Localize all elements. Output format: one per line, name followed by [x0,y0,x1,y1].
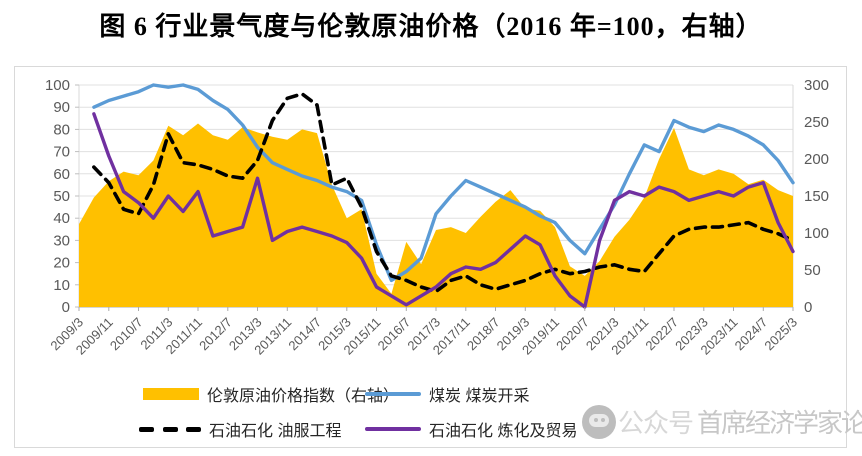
left-y-tick-label: 70 [53,144,70,161]
chart-title: 图 6 行业景气度与伦敦原油价格（2016 年=100，右轴） [99,12,763,41]
x-tick-label: 2012/7 [196,315,235,354]
combo-chart-plot: 2009/32009/112010/72011/32011/112012/720… [45,77,829,358]
left-y-tick-label: 80 [53,121,70,138]
chart-card: 2009/3 2009/11 2010/7 2011/3 2011/11 2012/7 20… [14,66,862,448]
refining-line-swatch-icon [365,427,421,431]
right-y-tick-label: 300 [804,77,829,94]
x-tick-label: 2018/7 [464,315,503,354]
left-y-tick-label: 0 [62,299,70,316]
legend-item-refining[interactable]: 石油石化 炼化及贸易 [365,418,577,440]
left-y-tick-label: 10 [53,277,70,294]
x-tick-label: 2022/7 [642,315,681,354]
left-y-axis: 0 10 20 30 40 50 60 70 80 90 100 [45,77,70,316]
line-series-2[interactable] [92,92,795,294]
left-y-tick-label: 40 [53,210,70,227]
right-y-axis: 0 50 100 150 200 250 300 [804,77,829,316]
x-axis: 2009/32009/112010/72011/32011/112012/720… [47,307,800,358]
line-series-3[interactable] [92,112,795,309]
legend-item-coal[interactable]: 煤炭 煤炭开采 [365,383,529,405]
x-tick-label: 2010/7 [107,315,146,354]
right-y-tick-label: 250 [804,114,829,131]
oil-area-swatch-icon [143,388,199,400]
dashed-line-swatch-icon [139,426,201,432]
coal-line-swatch-icon [365,392,421,396]
right-y-tick-label: 50 [804,262,821,279]
left-y-tick-label: 30 [53,232,70,249]
area-series-0[interactable] [79,123,793,308]
left-y-tick-label: 50 [53,188,70,205]
left-y-tick-label: 60 [53,166,70,183]
x-tick-label: 2020/7 [553,315,592,354]
right-y-tick-label: 150 [804,188,829,205]
left-y-tick-label: 20 [53,255,70,272]
right-y-tick-label: 200 [804,151,829,168]
legend-label-coal: 煤炭 煤炭开采 [429,388,530,405]
right-y-tick-label: 0 [804,299,812,316]
x-tick-label: 2014/7 [285,315,324,354]
line-series-1[interactable] [92,83,795,283]
left-y-tick-label: 90 [53,99,70,116]
legend-label-refining: 石油石化 炼化及贸易 [429,423,578,440]
legend-label-oil-price: 伦敦原油价格指数（右轴） [207,388,400,405]
x-tick-label: 2016/7 [375,315,414,354]
legend-item-oil-service[interactable]: 石油石化 油服工程 [139,418,341,440]
x-tick-label: 2024/7 [732,315,771,354]
left-y-tick-label: 100 [45,77,70,94]
legend-item-oil-price[interactable]: 伦敦原油价格指数（右轴） [143,383,399,405]
x-tick-label: 2025/3 [761,315,800,354]
legend-row-2: 石油石化 油服工程 石油石化 炼化及贸易 [15,418,846,440]
legend-row-1: 伦敦原油价格指数（右轴） 煤炭 煤炭开采 [15,383,846,405]
legend-label-oil-service: 石油石化 油服工程 [209,423,342,440]
right-y-tick-label: 100 [804,225,829,242]
